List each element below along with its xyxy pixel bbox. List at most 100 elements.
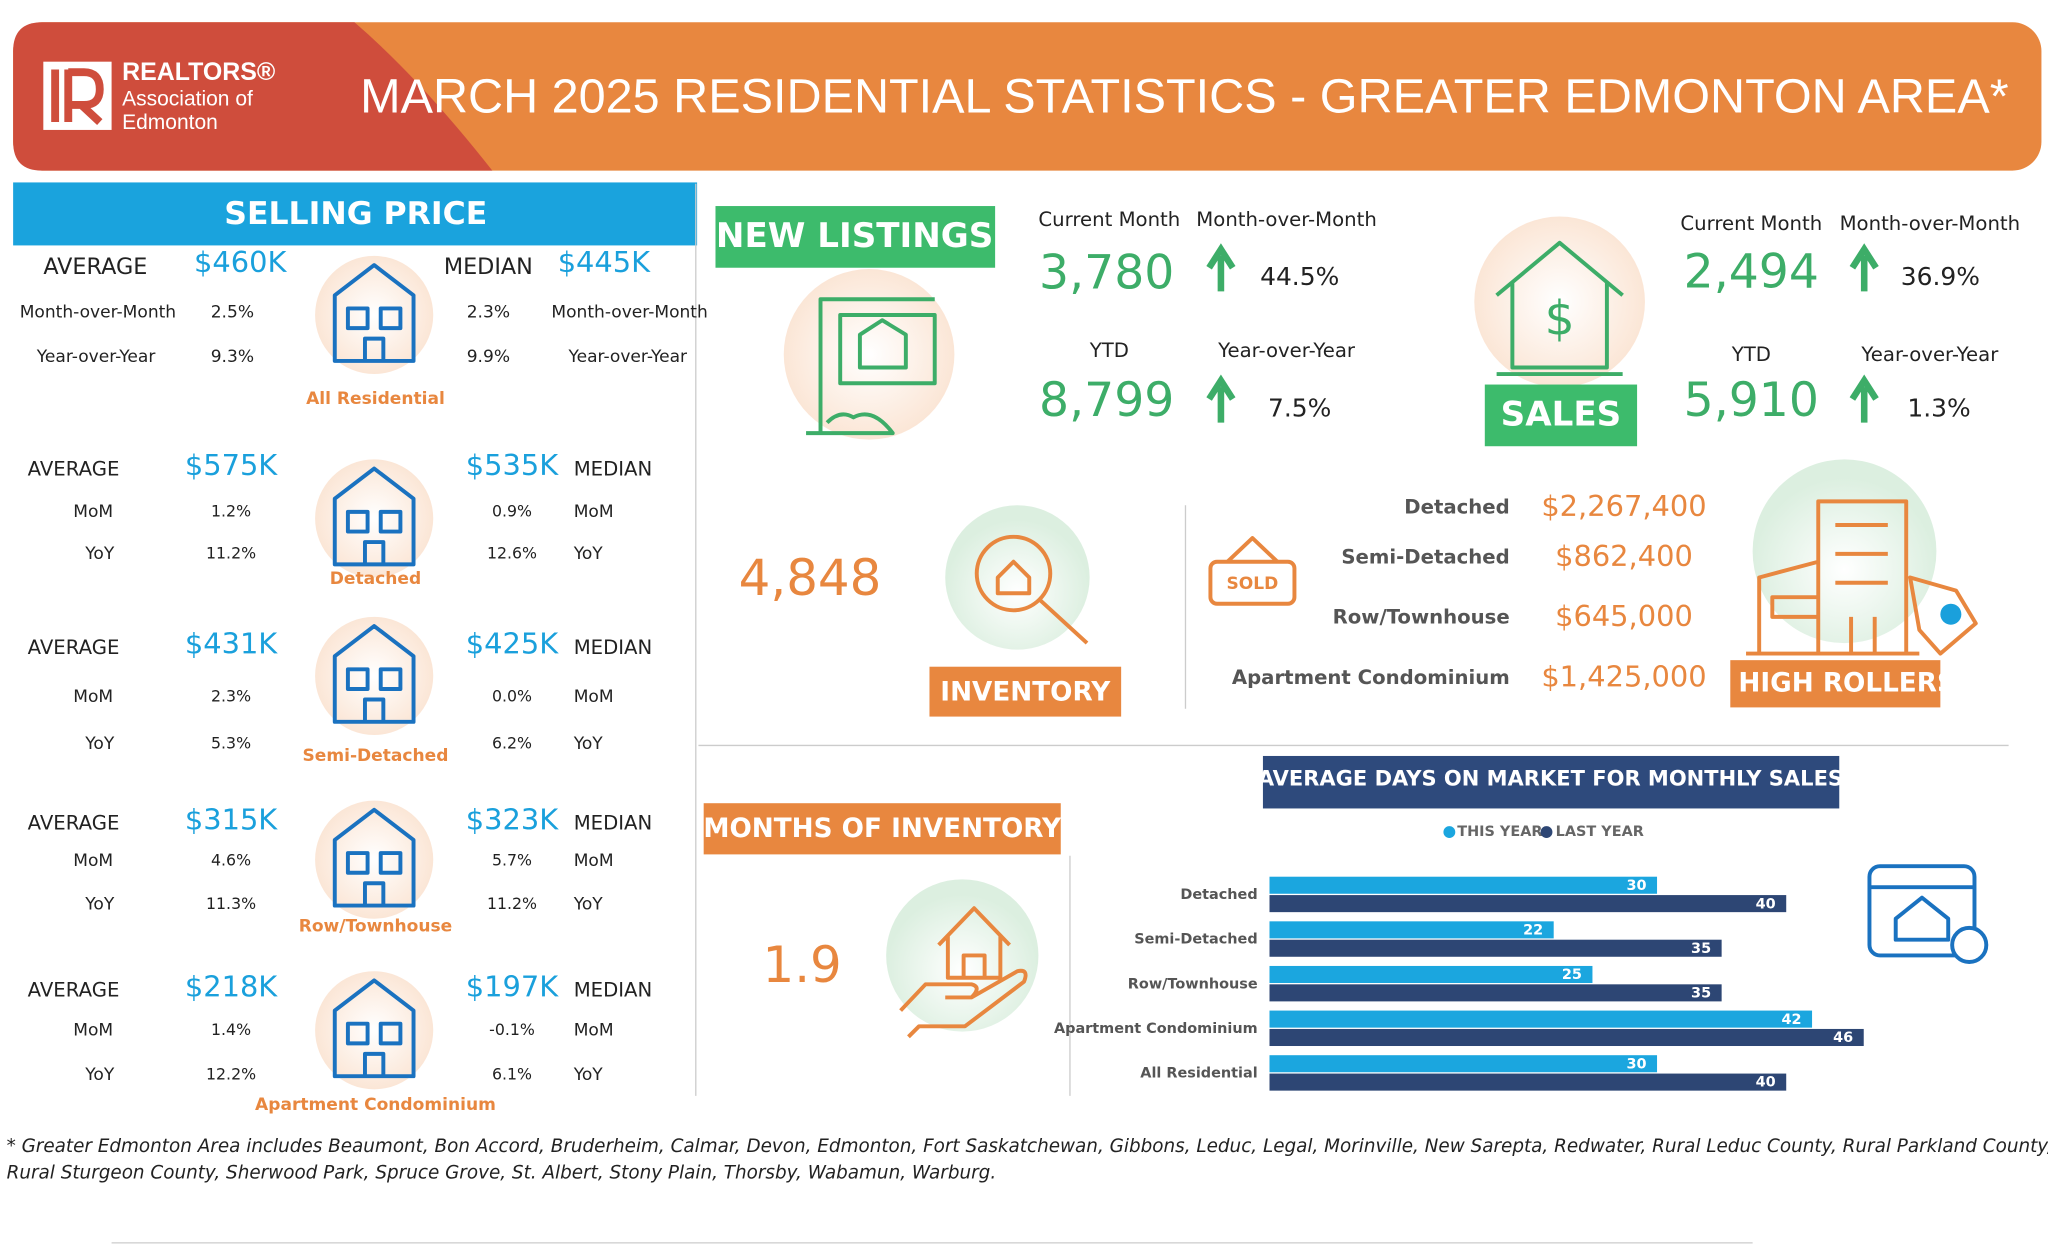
- building-icon: [332, 807, 416, 908]
- price-type: Semi-Detached: [1341, 545, 1509, 568]
- stat-text: YoY: [573, 734, 604, 754]
- section-header: [1730, 660, 1941, 708]
- chart-title: AVERAGE DAYS ON MARKET FOR MONTHLY SALES: [1258, 767, 1843, 791]
- stat-text: Detached: [330, 569, 421, 589]
- footnote: Rural Sturgeon County, Sherwood Park, Sp…: [7, 1162, 997, 1183]
- stat-text: YoY: [84, 734, 115, 754]
- price-value: $1,425,000: [1541, 660, 1706, 694]
- value: 3,780: [1039, 246, 1174, 301]
- category-label: All Residential: [1140, 1066, 1257, 1082]
- bar: [1269, 1055, 1658, 1073]
- bar-chart: THIS YEAR LAST YEAR Detached 30 40 Semi-Detac…: [1054, 824, 1864, 1091]
- stat-text: -0.1%: [489, 1020, 535, 1039]
- value: 5,910: [1684, 373, 1819, 428]
- icon-bg: [783, 269, 955, 440]
- up-arrow: [1849, 243, 1879, 292]
- up-arrow: [1206, 243, 1236, 292]
- magnifier-icon: [995, 559, 1089, 645]
- logo-text: REALTORS®: [122, 58, 275, 86]
- header-bar: [13, 22, 2042, 171]
- stat-text: 2.3%: [467, 302, 510, 322]
- data-label: 40: [1756, 896, 1776, 912]
- stat-text: 2.3%: [211, 686, 251, 705]
- section-header: [1484, 384, 1638, 447]
- stat-text: $445K: [558, 245, 651, 279]
- building-icon: [332, 624, 416, 724]
- legend-swatch: [1540, 826, 1553, 838]
- stat-text: 0.0%: [492, 686, 532, 705]
- section-header: [703, 803, 1061, 855]
- bar: [1269, 876, 1658, 894]
- label: Month-over-Month: [1196, 208, 1377, 231]
- stat-text: MoM: [73, 851, 113, 871]
- bar: [1269, 921, 1554, 939]
- stat-text: MoM: [73, 502, 113, 522]
- price-value: $2,267,400: [1541, 489, 1706, 523]
- section-title: NEW LISTINGS: [716, 216, 993, 256]
- price-value: $645,000: [1555, 599, 1693, 633]
- stat-text: Month-over-Month: [551, 302, 707, 322]
- clock-icon: [1950, 925, 1989, 964]
- stat-text: YoY: [573, 894, 604, 914]
- stat-text: 0.9%: [492, 501, 532, 520]
- stat-text: 2.5%: [211, 302, 254, 322]
- bar: [1269, 1010, 1813, 1028]
- chart-title-box: [1262, 755, 1840, 809]
- value: 8,799: [1039, 373, 1174, 428]
- stat-text: YoY: [84, 1065, 115, 1085]
- label: Current Month: [1680, 212, 1822, 235]
- section-header: [715, 206, 996, 268]
- stat-text: MEDIAN: [574, 636, 653, 659]
- stat-text: 1.4%: [211, 1020, 251, 1039]
- value: 1.9: [762, 936, 841, 994]
- stat-text: 11.3%: [206, 894, 256, 913]
- sold-text: SOLD: [1227, 574, 1279, 594]
- label: Year-over-Year: [1217, 339, 1356, 362]
- stat-text: Year-over-Year: [567, 347, 688, 367]
- stat-text: MoM: [73, 687, 113, 707]
- stat-text: YoY: [573, 544, 604, 564]
- calendar-icon: [1869, 885, 1975, 942]
- house-icon: [1495, 240, 1624, 377]
- header-accent: [13, 22, 493, 171]
- legend-label: LAST YEAR: [1556, 824, 1644, 840]
- price-type: Detached: [1404, 495, 1509, 518]
- data-label: 30: [1626, 1056, 1646, 1072]
- calendar-icon: [1867, 864, 1977, 958]
- label: Year-over-Year: [1860, 343, 1999, 366]
- section-header: [13, 182, 698, 246]
- stat-text: $323K: [466, 803, 559, 837]
- stat-text: MoM: [574, 687, 614, 707]
- stat-text: 4.6%: [211, 850, 251, 869]
- bar: [1269, 939, 1722, 957]
- stat-text: 9.3%: [211, 347, 254, 367]
- data-label: 25: [1562, 967, 1582, 983]
- value: 7.5%: [1268, 393, 1331, 422]
- bar: [1269, 895, 1787, 913]
- up-arrow: [1849, 374, 1879, 423]
- stat-text: 6.1%: [492, 1064, 532, 1083]
- stat-text: Row/Townhouse: [299, 917, 452, 937]
- stat-text: AVERAGE: [28, 457, 120, 480]
- stat-text: Semi-Detached: [303, 746, 449, 766]
- legend-label: THIS YEAR: [1457, 824, 1542, 840]
- price-type: Row/Townhouse: [1333, 606, 1510, 629]
- stat-text: 12.6%: [487, 543, 537, 562]
- section-title: INVENTORY: [940, 677, 1111, 707]
- label: YTD: [1731, 343, 1771, 366]
- value: 1.3%: [1907, 393, 1970, 422]
- value: 44.5%: [1260, 262, 1339, 291]
- stat-text: $431K: [185, 627, 278, 661]
- sold-sign: [1208, 559, 1297, 606]
- label: Current Month: [1038, 208, 1180, 231]
- stat-text: $575K: [185, 448, 278, 482]
- stat-text: $218K: [185, 969, 278, 1003]
- stat-text: 5.3%: [211, 734, 251, 753]
- section-title: SELLING PRICE: [224, 196, 487, 232]
- footnote: * Greater Edmonton Area includes Beaumon…: [7, 1136, 2048, 1157]
- stat-text: 12.2%: [206, 1064, 256, 1083]
- magnifier-icon: [974, 534, 1053, 613]
- stat-text: AVERAGE: [28, 636, 120, 659]
- data-label: 40: [1756, 1075, 1776, 1091]
